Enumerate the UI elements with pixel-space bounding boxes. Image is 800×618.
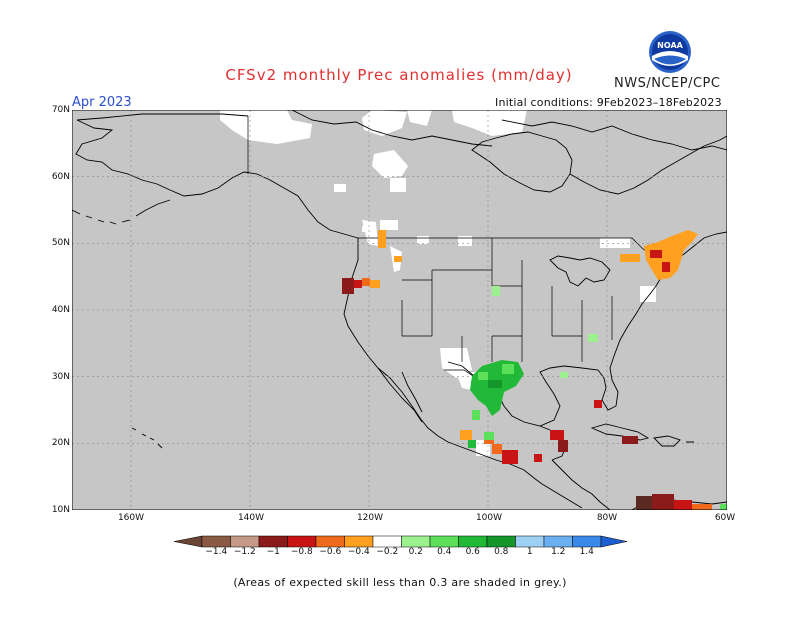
lon-label-120w: 120W: [356, 513, 384, 523]
colorbar-swatch: [372, 535, 402, 548]
colorbar-swatch: [543, 535, 573, 548]
colorbar-swatch: [287, 535, 317, 548]
dry-anomaly-patches: [342, 230, 712, 510]
lat-label-50n: 50N: [51, 238, 70, 248]
lat-label-40n: 40N: [51, 305, 70, 315]
lon-label-100w: 100W: [475, 513, 503, 523]
noaa-logo-text: NOAA: [657, 41, 683, 50]
lat-label-70n: 70N: [51, 105, 70, 115]
colorbar-tick-label: −0.4: [347, 547, 370, 557]
chart-title: CFSv2 monthly Prec anomalies (mm/day): [225, 66, 573, 84]
colorbar-low-arrow: [173, 535, 203, 548]
colorbar-tick-label: −0.2: [376, 547, 399, 557]
colorbar-swatch: [344, 535, 374, 548]
colorbar: [173, 535, 628, 548]
colorbar-swatch: [201, 535, 231, 548]
initial-conditions-label: Initial conditions: 9Feb2023–18Feb2023: [495, 96, 722, 109]
colorbar-high-arrow: [600, 535, 628, 548]
lat-label-20n: 20N: [51, 438, 70, 448]
colorbar-tick-label: 0.2: [408, 547, 423, 557]
noaa-logo: NOAA: [649, 31, 691, 73]
colorbar-tick-label: −1.2: [233, 547, 256, 557]
colorbar-swatch: [486, 535, 516, 548]
colorbar-swatch: [458, 535, 488, 548]
colorbar-tick-label: 0.4: [437, 547, 452, 557]
graticule: [72, 110, 727, 510]
colorbar-swatch: [315, 535, 345, 548]
colorbar-swatch: [401, 535, 431, 548]
skill-note: (Areas of expected skill less than 0.3 a…: [233, 576, 567, 589]
colorbar-swatch: [230, 535, 260, 548]
month-label: Apr 2023: [72, 95, 132, 110]
colorbar-tick-label: −0.8: [290, 547, 313, 557]
lon-label-160w: 160W: [117, 513, 145, 523]
colorbar-tick-label: 1.2: [551, 547, 566, 557]
colorbar-tick-label: 1: [526, 547, 533, 557]
neutral-patches: [220, 110, 656, 456]
colorbar-tick-label: −1.4: [205, 547, 228, 557]
colorbar-tick-label: 0.8: [494, 547, 509, 557]
lat-label-60n: 60N: [51, 172, 70, 182]
coastlines: [72, 110, 727, 510]
agency-label: NWS/NCEP/CPC: [614, 76, 721, 91]
lon-label-140w: 140W: [237, 513, 265, 523]
colorbar-tick-label: 0.6: [465, 547, 480, 557]
wet-anomaly-patches: [468, 286, 727, 510]
lat-label-30n: 30N: [51, 372, 70, 382]
precip-anomaly-map: [72, 110, 727, 510]
colorbar-tick-label: −1: [266, 547, 280, 557]
colorbar-tick-label: −0.6: [319, 547, 342, 557]
lat-label-10n: 10N: [51, 505, 70, 515]
colorbar-swatch: [572, 535, 602, 548]
colorbar-tick-label: 1.4: [579, 547, 594, 557]
lon-label-80w: 80W: [596, 513, 618, 523]
colorbar-swatch: [429, 535, 459, 548]
colorbar-swatch: [258, 535, 288, 548]
lon-label-60w: 60W: [714, 513, 736, 523]
colorbar-swatch: [515, 535, 545, 548]
